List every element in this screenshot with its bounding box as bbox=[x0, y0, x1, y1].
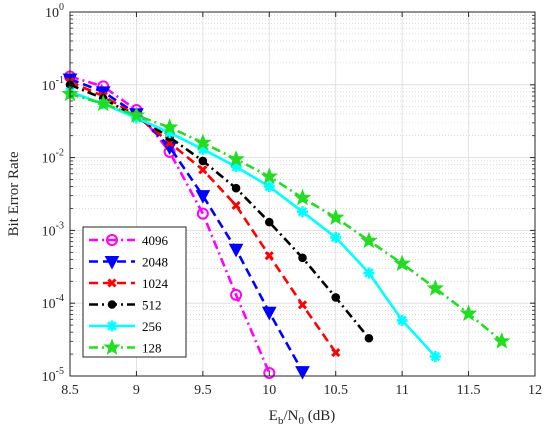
legend-label: 4096 bbox=[142, 233, 169, 248]
data-point-2048 bbox=[195, 190, 211, 204]
major-grid bbox=[70, 12, 535, 376]
legend-label: 512 bbox=[142, 298, 162, 313]
legend-label: 2048 bbox=[142, 255, 168, 270]
data-point-128 bbox=[426, 279, 445, 296]
x-tick-label: 8.5 bbox=[61, 383, 79, 398]
x-tick-label: 11.5 bbox=[457, 383, 481, 398]
data-point-512 bbox=[231, 183, 241, 193]
series-line-2048 bbox=[69, 77, 304, 373]
legend-item-1024: 1024 bbox=[89, 276, 169, 291]
data-point-512 bbox=[331, 293, 341, 302]
data-point-128 bbox=[459, 304, 478, 321]
y-tick-label: 10-1 bbox=[42, 75, 64, 94]
data-point-1024 bbox=[297, 300, 308, 310]
y-tick-label: 100 bbox=[45, 2, 64, 21]
legend-item-256: 256 bbox=[89, 319, 162, 334]
legend-label: 1024 bbox=[142, 276, 169, 291]
data-point-1024 bbox=[264, 251, 274, 261]
data-point-2048 bbox=[261, 306, 277, 321]
data-point-512 bbox=[298, 253, 307, 263]
y-tick-labels: 10-5 10-4 10-3 10-2 10-1 100 bbox=[42, 2, 64, 385]
legend-item-2048: 2048 bbox=[89, 255, 168, 270]
data-point-256 bbox=[297, 206, 308, 218]
x-tick-label: 9.5 bbox=[194, 383, 212, 398]
data-point-128 bbox=[94, 94, 112, 112]
data-point-1024 bbox=[231, 200, 241, 211]
data-point-512 bbox=[264, 217, 274, 227]
x-axis-label: Eb/N0 (dB) bbox=[269, 408, 335, 427]
data-point-256 bbox=[263, 181, 275, 193]
x-tick-label: 10 bbox=[262, 383, 276, 398]
data-point-256 bbox=[363, 267, 375, 279]
legend-item-4096: 4096 bbox=[89, 233, 169, 248]
legend-marker bbox=[104, 256, 120, 270]
legend-marker bbox=[107, 300, 117, 309]
series-layer bbox=[61, 70, 511, 380]
minor-grid bbox=[70, 15, 535, 355]
tick-marks bbox=[69, 11, 536, 377]
legend-marker bbox=[107, 278, 117, 288]
series-line-512 bbox=[69, 83, 370, 340]
data-point-2048 bbox=[295, 366, 310, 380]
data-point-512 bbox=[198, 156, 208, 166]
data-point-256 bbox=[429, 351, 441, 363]
data-point-4096 bbox=[196, 207, 209, 220]
data-point-4096 bbox=[263, 366, 276, 379]
x-tick-label: 12 bbox=[528, 383, 542, 398]
legend-label: 128 bbox=[142, 341, 162, 356]
data-point-128 bbox=[194, 133, 212, 151]
data-point-128 bbox=[260, 167, 278, 184]
data-point-1024 bbox=[331, 347, 341, 358]
x-tick-label: 9 bbox=[133, 383, 140, 398]
y-tick-label: 10-2 bbox=[42, 148, 64, 167]
legend-item-128: 128 bbox=[89, 338, 162, 356]
data-point-128 bbox=[293, 188, 312, 206]
y-axis-label: Bit Error Rate bbox=[6, 151, 22, 236]
data-point-1024 bbox=[198, 165, 208, 175]
legend: 4096 2048 1024 512 256 128 bbox=[82, 226, 187, 358]
data-point-128 bbox=[493, 332, 511, 349]
data-point-512 bbox=[364, 333, 374, 343]
legend-item-512: 512 bbox=[89, 298, 162, 313]
data-point-4096 bbox=[230, 288, 243, 301]
y-tick-label: 10-5 bbox=[42, 366, 64, 385]
data-point-256 bbox=[330, 231, 342, 243]
legend-marker bbox=[103, 338, 121, 355]
y-tick-label: 10-4 bbox=[42, 293, 64, 312]
plot-frame bbox=[69, 11, 536, 377]
data-point-128 bbox=[127, 106, 146, 123]
series-line-128 bbox=[69, 92, 503, 343]
legend-box bbox=[82, 226, 187, 358]
x-tick-labels: 8.5 9 9.5 10 10.5 11 11.5 12 bbox=[61, 383, 542, 398]
data-point-2048 bbox=[228, 243, 244, 258]
data-point-128 bbox=[327, 208, 345, 225]
data-point-256 bbox=[396, 314, 408, 326]
data-point-128 bbox=[360, 231, 378, 249]
data-point-128 bbox=[227, 150, 245, 167]
legend-marker bbox=[106, 320, 118, 332]
data-point-128 bbox=[393, 254, 411, 271]
x-tick-label: 10.5 bbox=[323, 383, 348, 398]
data-point-128 bbox=[160, 118, 179, 135]
x-tick-label: 11 bbox=[395, 383, 408, 398]
series-line-256 bbox=[69, 90, 437, 358]
legend-label: 256 bbox=[142, 319, 162, 334]
legend-marker bbox=[106, 234, 118, 246]
y-tick-label: 10-3 bbox=[42, 220, 64, 239]
